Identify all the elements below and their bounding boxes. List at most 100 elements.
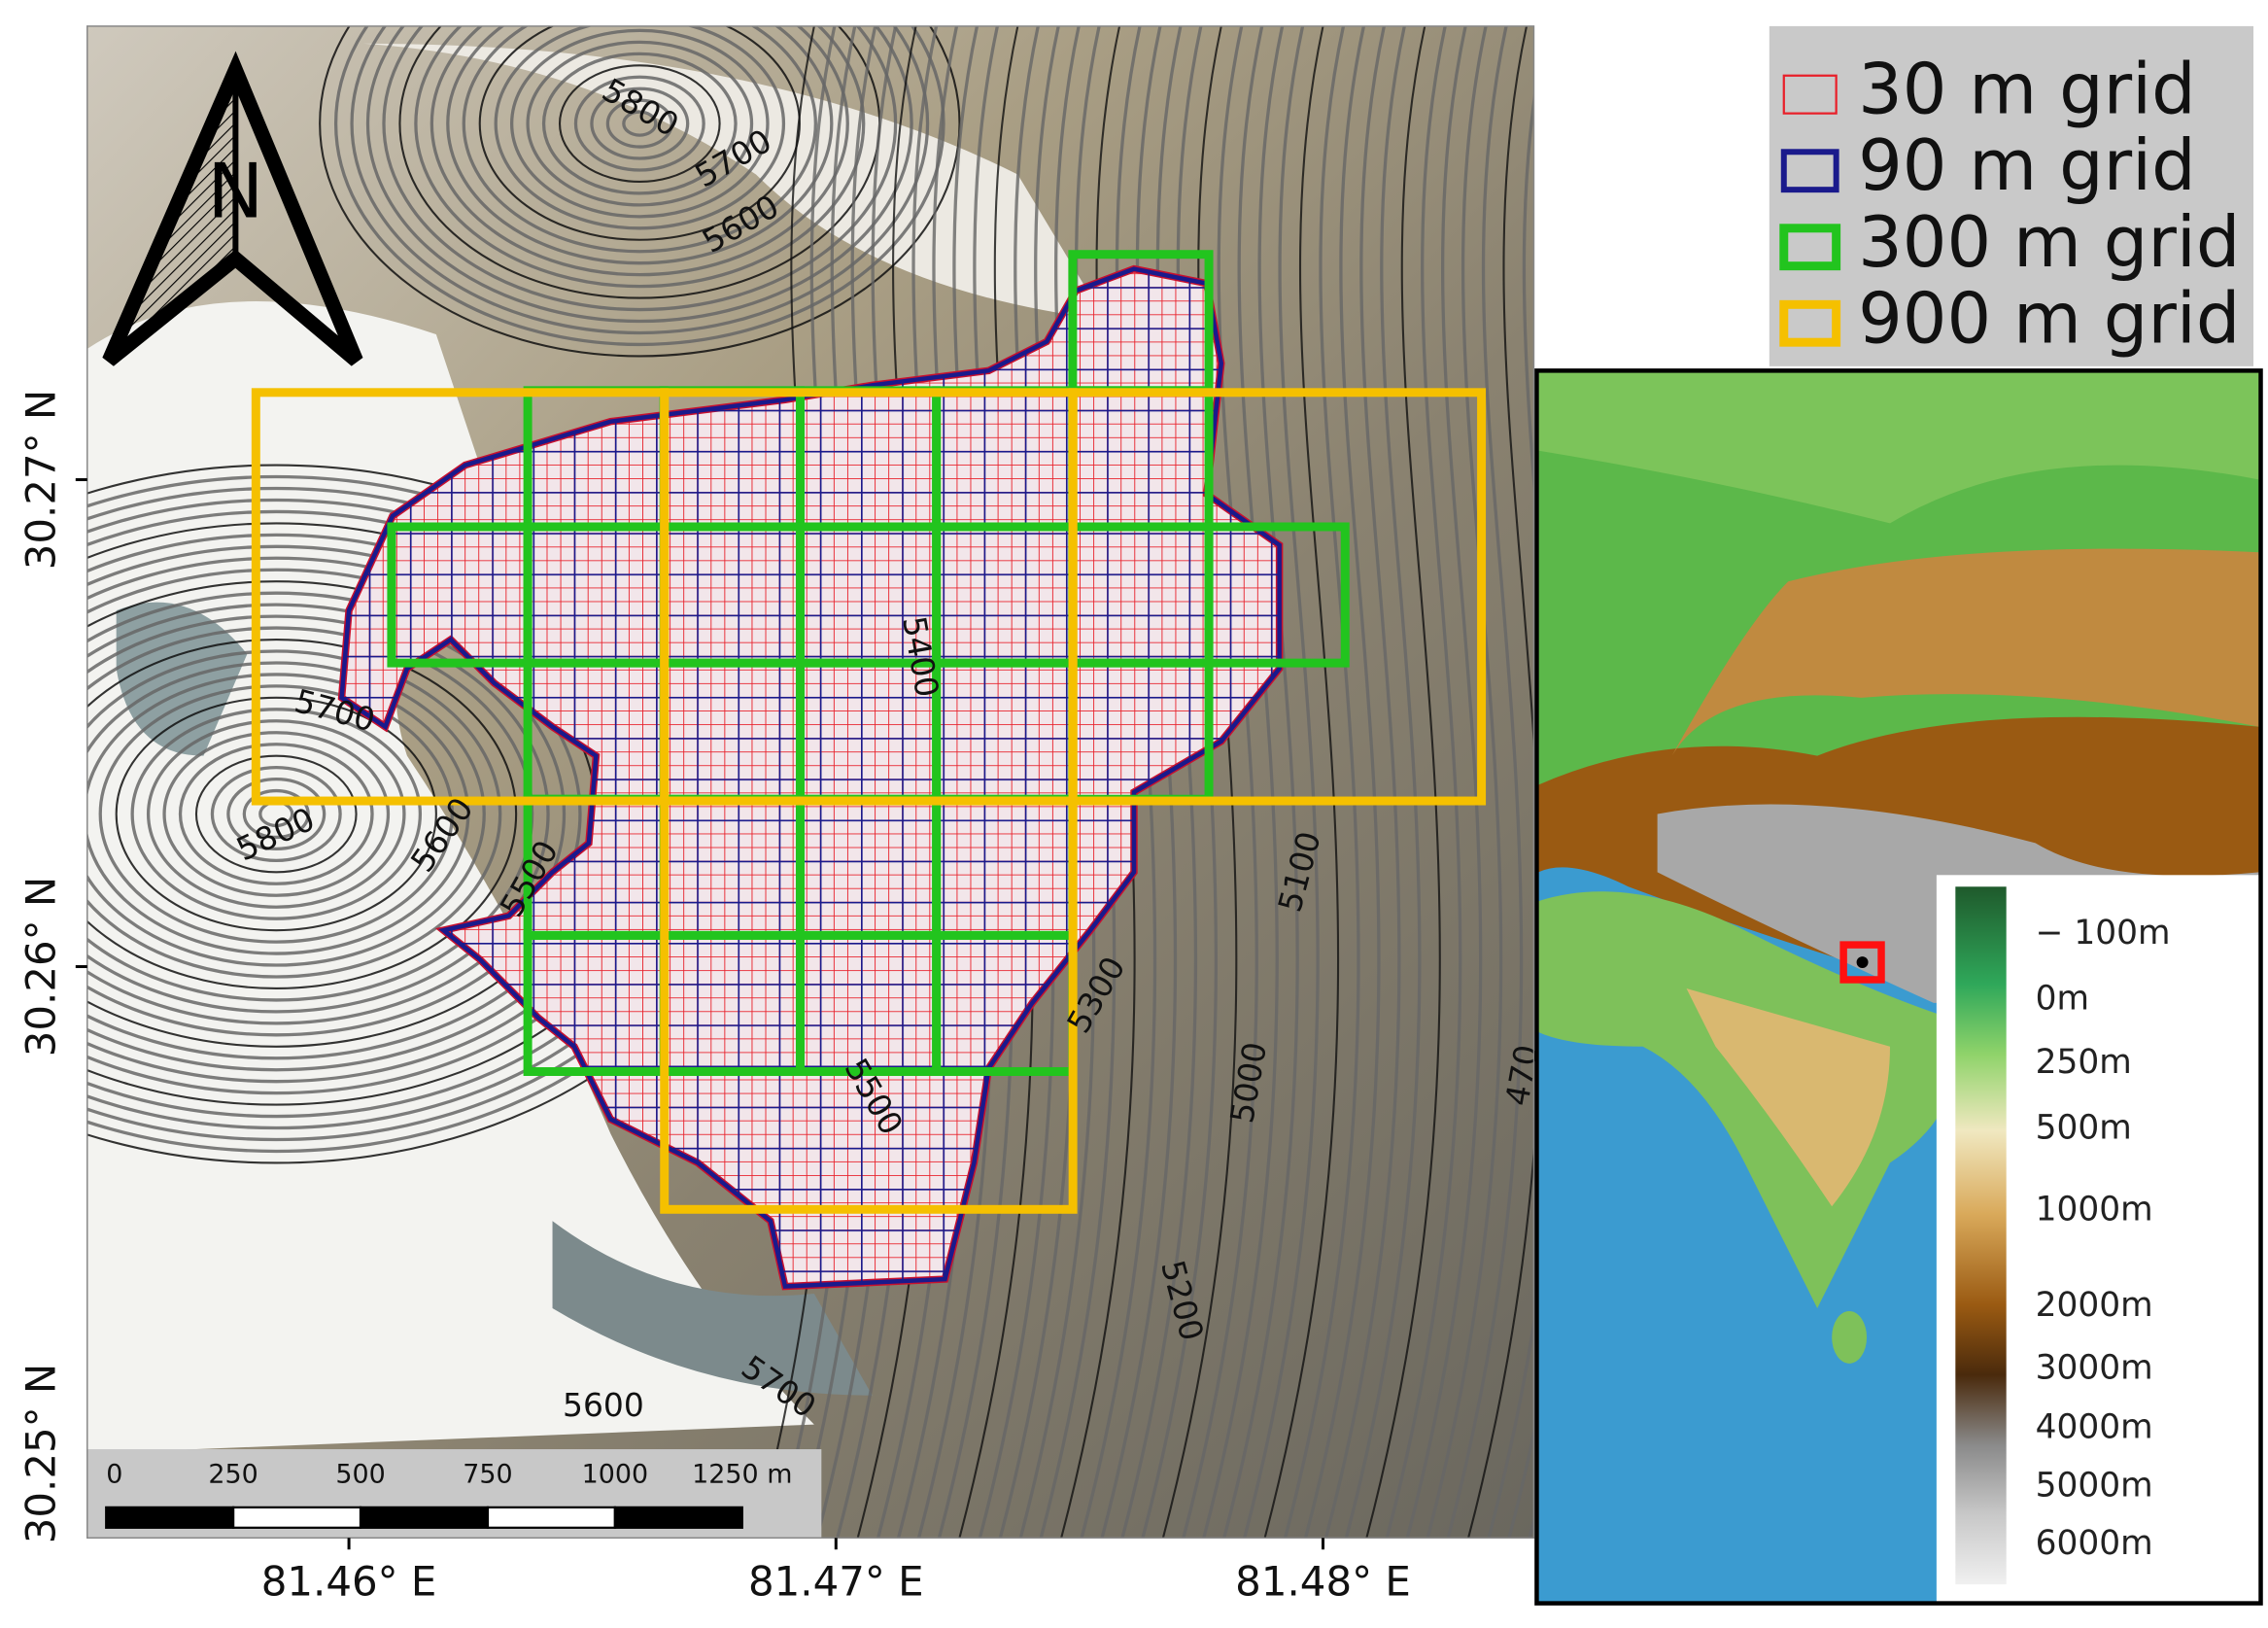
contour — [1263, 25, 1340, 1539]
contour — [130, 708, 423, 920]
contour — [210, 765, 342, 863]
legend-label: 300 m grid — [1858, 201, 2240, 283]
contour — [510, 28, 770, 219]
grid-900m — [251, 388, 1487, 1214]
elevation-label: 0m — [2036, 979, 2089, 1018]
contour — [558, 64, 721, 183]
scale-label: 1000 — [582, 1459, 648, 1489]
contour — [98, 684, 454, 944]
y-tick-label: 30.25° N — [17, 1364, 64, 1543]
contour — [414, 25, 866, 289]
contour — [86, 591, 582, 1037]
scale-segment — [359, 1506, 490, 1529]
elevation-label: 250m — [2036, 1043, 2132, 1082]
contour — [86, 603, 567, 1025]
y-tick-label: 30.27° N — [17, 390, 64, 570]
contour — [350, 25, 930, 335]
scale-segment — [232, 1506, 362, 1529]
contour — [526, 40, 754, 207]
contour — [605, 98, 673, 149]
grid-cell — [1068, 388, 1487, 806]
contour — [382, 25, 898, 312]
grid-cell — [1204, 522, 1350, 668]
map-frame — [86, 25, 1535, 1540]
contour — [1323, 25, 1401, 1539]
contour — [86, 649, 502, 979]
elevation-label: 3000m — [2036, 1348, 2153, 1387]
x-tick-label: 81.48° E — [1235, 1558, 1411, 1606]
contour — [1344, 25, 1422, 1539]
scale-label: 500 — [335, 1459, 385, 1489]
north-arrow: N — [102, 51, 363, 366]
contour — [1365, 25, 1441, 1539]
contour — [146, 719, 406, 909]
contour — [1405, 25, 1483, 1539]
elevation-label: 2000m — [2036, 1286, 2153, 1325]
inset-map: − 100m 0m 250m 500m 1000m 2000m 3000m 4000m 5000… — [1534, 368, 2263, 1606]
axes: 30.27° N 30.26° N 30.25° N 81.46° E 81.4… — [17, 390, 1410, 1606]
elevation-label: − 100m — [2036, 914, 2171, 953]
elevation-label: 5000m — [2036, 1466, 2153, 1505]
contour — [242, 788, 310, 840]
scale-segment — [105, 1506, 235, 1529]
contour — [1385, 25, 1462, 1539]
contour — [462, 25, 817, 254]
contour-label: 5600 — [563, 1386, 644, 1424]
contour — [86, 639, 518, 989]
y-tick-label: 30.26° N — [17, 877, 64, 1056]
contour — [319, 25, 961, 358]
contour — [226, 777, 326, 851]
elevation-label: 500m — [2036, 1109, 2132, 1148]
legend-label: 30 m grid — [1858, 49, 2196, 130]
contour — [178, 743, 374, 885]
contour — [541, 52, 738, 195]
contour — [1446, 25, 1524, 1539]
grid-cell — [660, 796, 1078, 1214]
contour — [115, 696, 437, 932]
legend-swatch — [1779, 299, 1841, 347]
elevation-label: 1000m — [2036, 1190, 2153, 1229]
contour — [1243, 25, 1320, 1539]
legend-swatch — [1779, 224, 1841, 271]
contour — [494, 25, 786, 230]
north-label: N — [207, 148, 263, 235]
elevation-label: 6000m — [2036, 1524, 2153, 1563]
contour — [622, 110, 658, 137]
scale-bar: 0 250 500 750 1000 1250 m — [86, 1449, 822, 1539]
x-tick-label: 81.46° E — [261, 1558, 437, 1606]
legend-label: 900 m grid — [1858, 277, 2240, 359]
contour — [430, 25, 849, 277]
scale-label: 0 — [106, 1459, 122, 1489]
elevation-legend: − 100m 0m 250m 500m 1000m 2000m 3000m 4000m 5000… — [2036, 914, 2171, 1563]
scale-label: 1250 m — [692, 1459, 792, 1489]
contour — [1222, 25, 1299, 1539]
contour — [590, 87, 690, 160]
elevation-colorbar — [1955, 886, 2007, 1585]
scale-label: 250 — [208, 1459, 258, 1489]
contour — [194, 754, 358, 874]
contour — [86, 661, 486, 967]
contour — [446, 25, 834, 265]
contour — [86, 614, 550, 1014]
contour — [86, 673, 470, 955]
contour — [1303, 25, 1381, 1539]
scale-segment — [486, 1506, 616, 1529]
study-site-marker — [1839, 941, 1885, 984]
contour — [573, 75, 705, 172]
legend-swatch — [1780, 149, 1839, 193]
contour — [1467, 25, 1534, 1539]
scale-label: 750 — [463, 1459, 512, 1489]
contour — [1487, 91, 1534, 1539]
contour — [365, 25, 913, 324]
scale-segment — [613, 1506, 743, 1529]
elevation-label: 4000m — [2036, 1408, 2153, 1447]
legend-swatch — [1782, 74, 1838, 115]
contour — [1426, 25, 1503, 1539]
contour — [162, 731, 391, 897]
x-tick-label: 81.47° E — [748, 1558, 924, 1606]
contour — [1284, 25, 1360, 1539]
legend-label: 90 m grid — [1858, 124, 2196, 206]
contour — [334, 25, 945, 347]
